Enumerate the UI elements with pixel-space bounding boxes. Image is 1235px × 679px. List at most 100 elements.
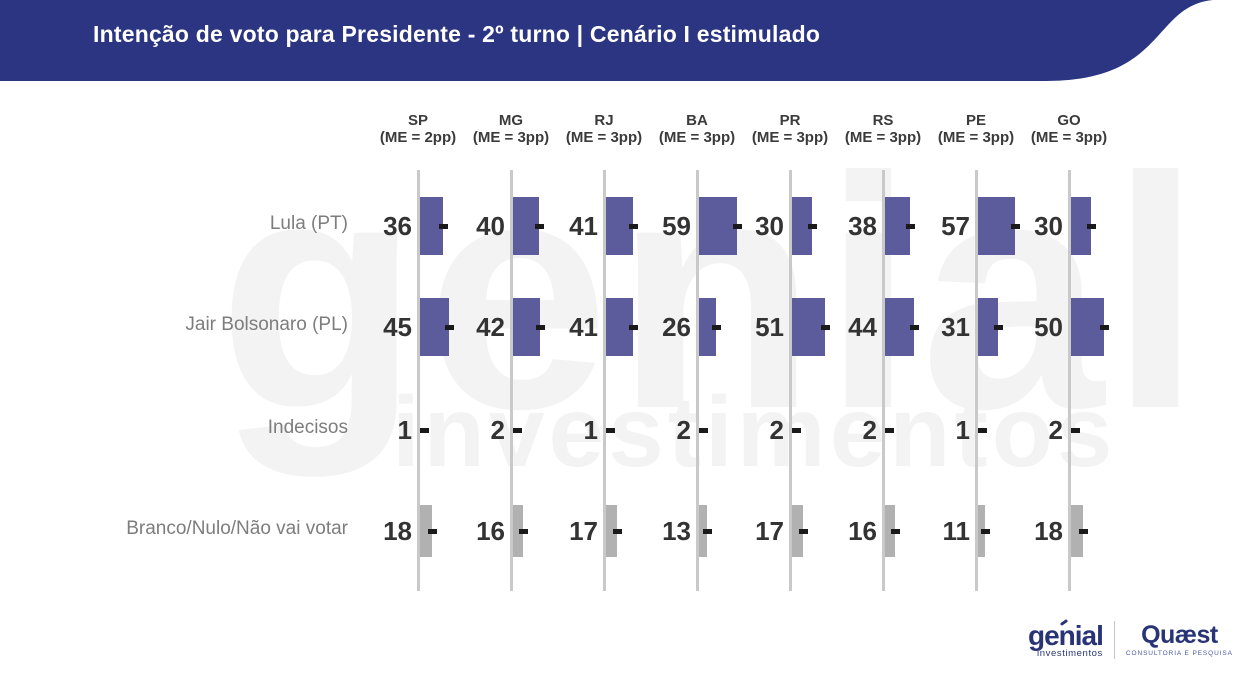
value-label: 17 — [569, 516, 598, 546]
bar — [419, 505, 432, 557]
bar — [605, 298, 633, 356]
axis-line-RS — [881, 170, 885, 591]
watermark-genial: genial — [218, 108, 1208, 477]
marker-dash — [909, 324, 919, 330]
column-state-label: PR — [779, 112, 801, 129]
marker-dash — [732, 223, 742, 229]
marker-dash — [1010, 223, 1020, 229]
marker-dash — [628, 223, 638, 229]
axis-line-BA — [695, 170, 699, 591]
bar — [791, 505, 803, 557]
column-margin-of-error-label: (ME = 3pp) — [565, 129, 643, 146]
axis-line-MG — [509, 170, 513, 591]
value-label: 2 — [862, 415, 877, 445]
marker-dash — [1078, 528, 1088, 534]
value-label: 51 — [755, 312, 784, 342]
marker-dash — [905, 223, 915, 229]
marker-dash — [890, 528, 900, 534]
column-state-label: PE — [965, 112, 986, 129]
genial-logo-sub: investimentos — [1037, 647, 1103, 659]
column-margin-of-error-label: (ME = 3pp) — [658, 129, 736, 146]
value-label: 38 — [848, 211, 877, 241]
bar — [884, 298, 914, 356]
column-state-label: MG — [498, 112, 524, 129]
marker-dash — [711, 324, 721, 330]
value-label: 42 — [476, 312, 505, 342]
value-label: 16 — [848, 516, 877, 546]
column-state-label: RJ — [594, 112, 614, 129]
value-label: 26 — [662, 312, 691, 342]
bar — [1070, 505, 1083, 557]
column-state-label: SP — [407, 112, 428, 129]
value-label: 31 — [941, 312, 970, 342]
marker-dash — [427, 528, 437, 534]
value-label: 50 — [1034, 312, 1063, 342]
bar — [1070, 298, 1104, 356]
value-label: 44 — [848, 312, 877, 342]
bar — [605, 197, 633, 255]
value-label: 41 — [569, 312, 598, 342]
value-label: 18 — [1034, 516, 1063, 546]
column-state-label: RS — [872, 112, 894, 129]
value-label: 17 — [755, 516, 784, 546]
value-label: 1 — [955, 415, 970, 445]
value-label: 1 — [583, 415, 598, 445]
value-label: 13 — [662, 516, 691, 546]
quaest-logo-name: Quæst — [1141, 621, 1218, 649]
column-header-RJ: RJ (ME = 3pp) — [534, 112, 674, 146]
marker-dash — [605, 427, 615, 433]
column-state-label: GO — [1057, 112, 1081, 129]
footer-logos: genial investimentos Quæst CONSULTORIA E… — [1028, 618, 1233, 659]
value-label: 1 — [397, 415, 412, 445]
bar — [512, 505, 523, 557]
value-label: 2 — [769, 415, 784, 445]
column-header-PE: PE (ME = 3pp) — [906, 112, 1046, 146]
marker-dash — [534, 223, 544, 229]
value-label: 30 — [1034, 211, 1063, 241]
bar — [512, 298, 540, 356]
bar — [1070, 197, 1091, 255]
axis-line-PE — [974, 170, 978, 591]
bar — [419, 298, 449, 356]
marker-dash — [512, 427, 522, 433]
column-header-PR: PR (ME = 3pp) — [720, 112, 860, 146]
marker-dash — [702, 528, 712, 534]
axis-line-RJ — [602, 170, 606, 591]
bar — [977, 298, 998, 356]
column-header-SP: SP (ME = 2pp) — [348, 112, 488, 146]
value-label: 11 — [942, 516, 971, 546]
column-margin-of-error-label: (ME = 3pp) — [472, 129, 550, 146]
bar — [605, 505, 617, 557]
marker-dash — [518, 528, 528, 534]
column-margin-of-error-label: (ME = 3pp) — [937, 129, 1015, 146]
marker-dash — [791, 427, 801, 433]
bar — [512, 197, 539, 255]
bar — [698, 298, 716, 356]
value-label: 41 — [569, 211, 598, 241]
axis-line-PR — [788, 170, 792, 591]
marker-dash — [444, 324, 454, 330]
genial-logo: genial investimentos — [1028, 618, 1104, 659]
marker-dash — [698, 427, 708, 433]
marker-dash — [977, 427, 987, 433]
value-label: 16 — [476, 516, 505, 546]
column-margin-of-error-label: (ME = 3pp) — [844, 129, 922, 146]
marker-dash — [628, 324, 638, 330]
value-label: 2 — [490, 415, 505, 445]
value-label: 45 — [383, 312, 412, 342]
marker-dash — [820, 324, 830, 330]
column-header-RS: RS (ME = 3pp) — [813, 112, 953, 146]
bar — [791, 197, 812, 255]
column-header-BA: BA (ME = 3pp) — [627, 112, 767, 146]
column-margin-of-error-label: (ME = 3pp) — [1030, 129, 1108, 146]
row-label: Branco/Nulo/Não vai votar — [126, 518, 348, 539]
value-label: 30 — [755, 211, 784, 241]
marker-dash — [884, 427, 894, 433]
column-header-GO: GO (ME = 3pp) — [999, 112, 1139, 146]
genial-logo-name: genial — [1028, 618, 1104, 650]
bar — [884, 197, 910, 255]
marker-dash — [535, 324, 545, 330]
header-banner — [0, 0, 1213, 81]
quaest-logo: Quæst CONSULTORIA E PESQUISA — [1126, 621, 1233, 658]
